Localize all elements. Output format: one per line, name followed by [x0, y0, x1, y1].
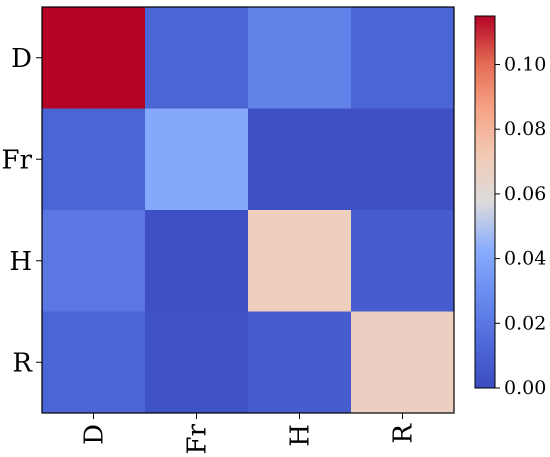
colorbar-tick-label: 0.04	[504, 248, 546, 270]
heatmap-cell-D-D	[42, 7, 146, 109]
x-tick-label: H	[286, 424, 316, 447]
heatmap-cell-R-R	[351, 311, 455, 414]
colorbar-tick-label: 0.10	[504, 54, 546, 76]
heatmap-cell-D-Fr	[145, 7, 249, 109]
heatmap-cell-H-D	[42, 210, 146, 312]
heatmap-cell-Fr-Fr	[145, 108, 249, 211]
colorbar-tick-label: 0.00	[504, 377, 546, 399]
heatmap-cell-Fr-R	[351, 108, 455, 211]
y-tick-label: Fr	[2, 145, 33, 175]
y-tick-label: H	[9, 247, 32, 277]
x-tick-label: D	[80, 424, 110, 445]
plot-frame	[41, 6, 455, 414]
y-tick-label: R	[12, 348, 33, 378]
colorbar-tick-label: 0.06	[504, 183, 546, 205]
heatmap-cell-D-H	[248, 7, 352, 109]
heatmap-cell-D-R	[351, 7, 455, 109]
heatmap-cell-H-R	[351, 210, 455, 312]
heatmap-cells	[42, 7, 455, 414]
y-axis-ticks: D Fr H R	[2, 44, 42, 378]
y-tick-label: D	[11, 44, 32, 74]
heatmap-cell-R-Fr	[145, 311, 249, 414]
heatmap-cell-Fr-H	[248, 108, 352, 211]
heatmap-cell-H-Fr	[145, 210, 249, 312]
colorbar-tick-label: 0.08	[504, 118, 546, 140]
colorbar-ticks: 0.00 0.02 0.04 0.06 0.08 0.10	[495, 54, 546, 399]
colorbar-gradient	[474, 15, 496, 389]
heatmap-cell-H-H	[248, 210, 352, 312]
heatmap-cell-R-D	[42, 311, 146, 414]
x-tick-label: R	[389, 423, 419, 444]
heatmap-cell-Fr-D	[42, 108, 146, 211]
colorbar: 0.00 0.02 0.04 0.06 0.08 0.10	[474, 15, 546, 399]
x-axis-ticks: D Fr H R	[80, 413, 419, 454]
colorbar-tick-label: 0.02	[504, 312, 546, 334]
heatmap-cell-R-H	[248, 311, 352, 414]
x-tick-label: Fr	[183, 423, 213, 454]
